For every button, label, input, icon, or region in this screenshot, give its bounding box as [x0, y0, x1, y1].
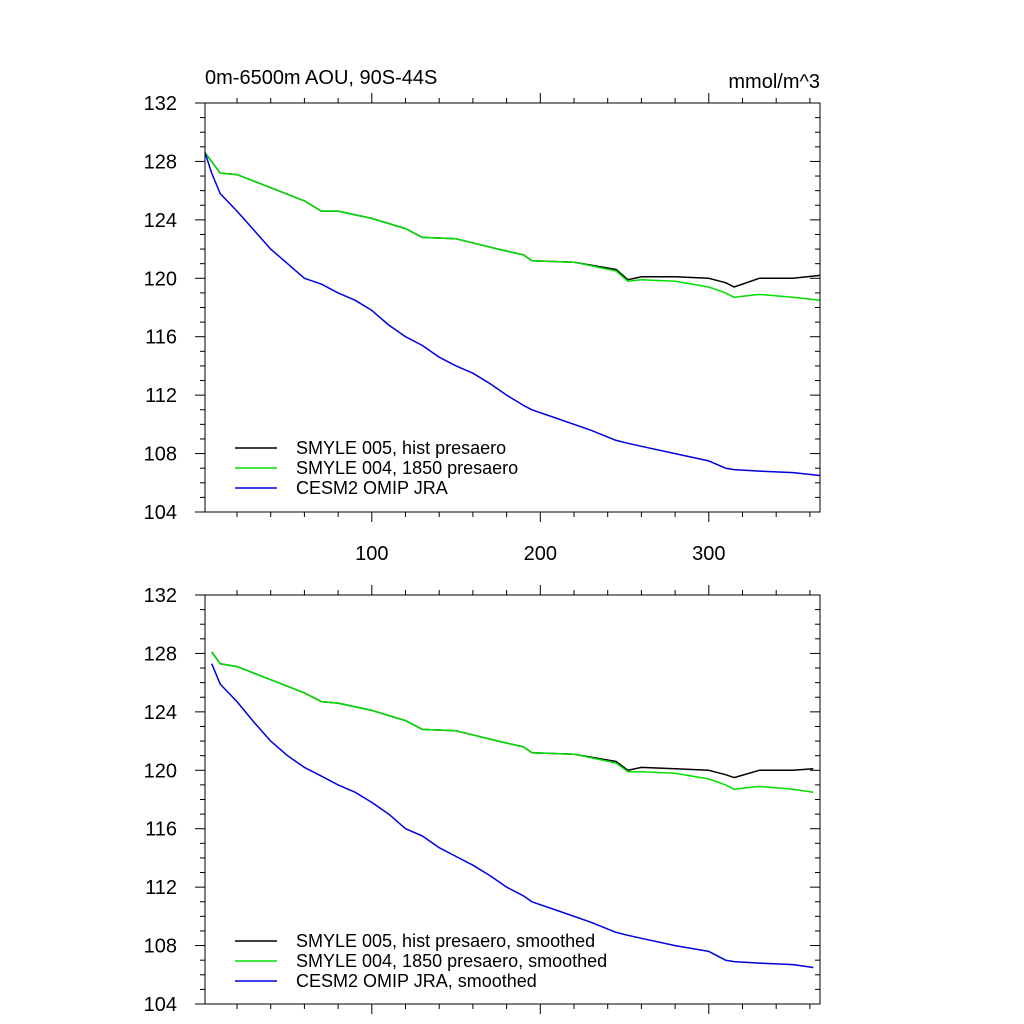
chart-title: 0m-6500m AOU, 90S-44S — [205, 67, 437, 89]
top-panel-x-tick-labels: 100 200 300 — [355, 543, 725, 565]
top-panel-frame — [204, 102, 821, 513]
y-tick-label: 104 — [144, 994, 177, 1016]
series-line-2 — [211, 663, 814, 969]
x-tick-label: 100 — [355, 543, 388, 565]
y-tick-label: 108 — [144, 444, 177, 466]
series-line-1 — [211, 651, 814, 793]
series-line-0 — [211, 651, 814, 779]
legend-label-1: SMYLE 004, 1850 presaero, smoothed — [296, 951, 607, 971]
y-tick-label: 128 — [144, 151, 177, 173]
legend-label-2: CESM2 OMIP JRA — [296, 478, 448, 498]
series-line-0 — [204, 152, 821, 288]
bottom-panel-lines — [211, 651, 814, 969]
y-tick-label: 124 — [144, 702, 177, 724]
series-line-1 — [204, 152, 821, 301]
legend-label-0: SMYLE 005, hist presaero — [296, 438, 506, 458]
bottom-panel-ticks — [195, 585, 820, 1014]
top-panel-y-tick-labels: 104 108 112 116 120 124 128 132 — [144, 93, 177, 524]
y-tick-label: 120 — [144, 268, 177, 290]
legend-label-0: SMYLE 005, hist presaero, smoothed — [296, 931, 595, 951]
y-tick-label: 112 — [145, 385, 177, 407]
legend-label-1: SMYLE 004, 1850 presaero — [296, 458, 518, 478]
series-line-2 — [204, 152, 821, 477]
y-tick-label: 116 — [145, 327, 177, 349]
y-tick-label: 116 — [145, 819, 177, 841]
y-tick-label: 112 — [145, 877, 177, 899]
x-tick-label: 200 — [524, 543, 557, 565]
y-tick-label: 128 — [144, 643, 177, 665]
y-tick-label: 132 — [144, 585, 177, 607]
y-tick-label: 132 — [144, 93, 177, 115]
y-tick-label: 120 — [144, 760, 177, 782]
top-panel: 0m-6500m AOU, 90S-44S mmol/m^3 104 108 112… — [144, 67, 821, 565]
bottom-panel-legend: SMYLE 005, hist presaero, smoothedSMYLE … — [235, 931, 607, 991]
legend-label-2: CESM2 OMIP JRA, smoothed — [296, 971, 537, 991]
top-panel-lines — [204, 152, 821, 477]
units-label: mmol/m^3 — [728, 71, 820, 93]
bottom-panel-frame — [204, 594, 821, 1005]
y-tick-label: 124 — [144, 210, 177, 232]
y-tick-label: 104 — [144, 502, 177, 524]
bottom-panel-y-tick-labels: 104 108 112 116 120 124 128 132 — [144, 585, 177, 1016]
x-tick-label: 300 — [692, 543, 725, 565]
y-tick-label: 108 — [144, 936, 177, 958]
bottom-panel: 104 108 112 116 120 124 128 132 SMYLE 005, hist… — [144, 585, 821, 1016]
